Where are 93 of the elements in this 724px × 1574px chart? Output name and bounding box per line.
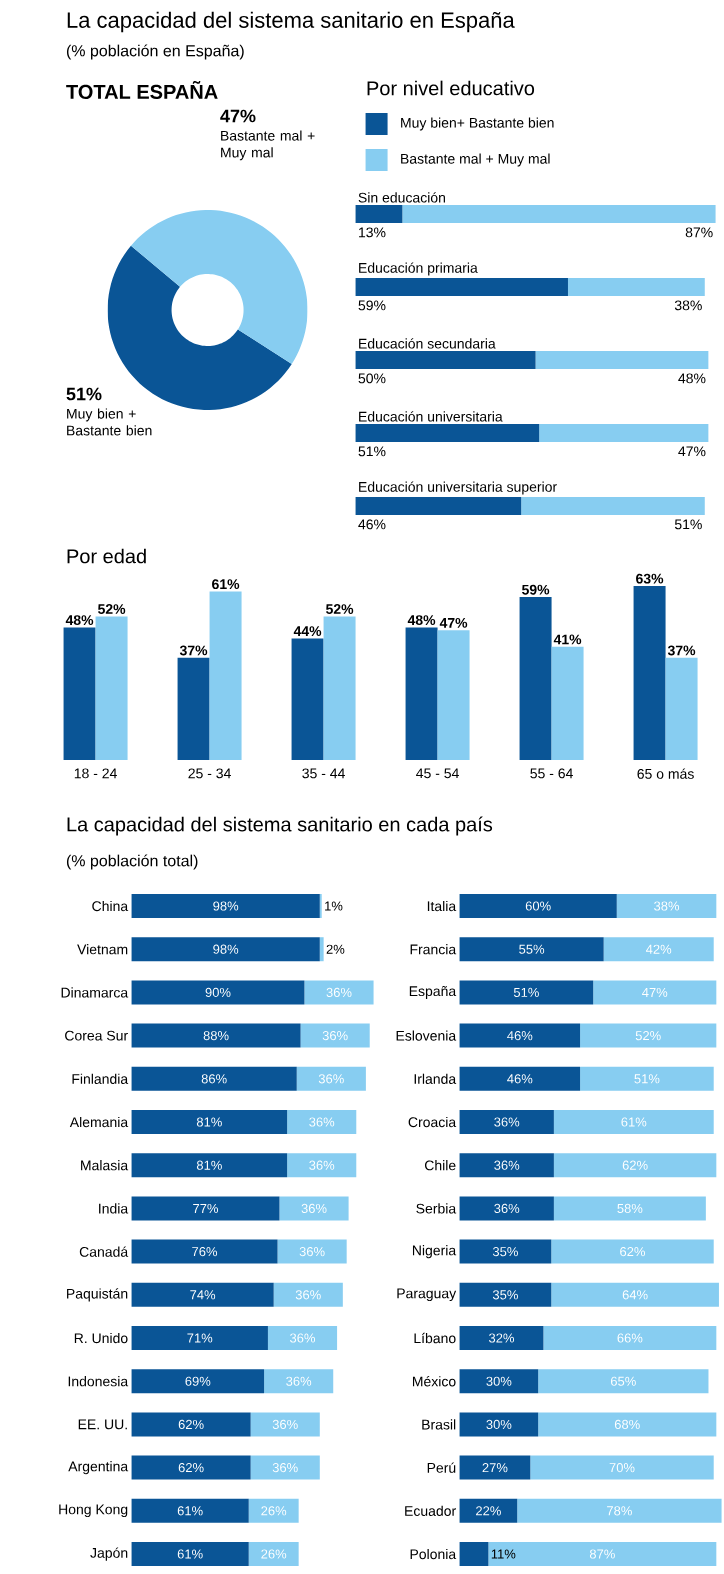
bar (355, 424, 540, 442)
bar (530, 1455, 714, 1480)
bar (459, 1498, 518, 1523)
bar (459, 1196, 555, 1221)
bar (248, 1542, 299, 1567)
bar (459, 1369, 539, 1394)
chart-subtitle: (% población en España) (67, 44, 244, 60)
bar (296, 1066, 367, 1091)
chart-subtitle: (% población total) (67, 854, 198, 870)
bar (459, 1542, 489, 1567)
bar (517, 1498, 722, 1523)
bar (63, 627, 96, 761)
chart-title: La capacidad del sistema sanitario en cada país (67, 816, 493, 836)
bar (177, 657, 210, 761)
bar (568, 278, 705, 296)
bar (131, 1196, 280, 1221)
chart-title: Por nivel educativo (367, 80, 535, 96)
bar (580, 1066, 714, 1091)
bar (250, 1455, 321, 1480)
bar (131, 1110, 288, 1135)
bar (131, 1282, 274, 1307)
bar (131, 937, 321, 962)
bar (521, 497, 705, 515)
bar (543, 1326, 717, 1351)
bar (131, 980, 305, 1005)
bar (279, 1196, 349, 1221)
text: TOTAL ESPAÑA (66, 80, 218, 99)
bar (131, 1455, 251, 1480)
bar (459, 980, 594, 1005)
bar (593, 980, 717, 1005)
bar (488, 1542, 717, 1567)
bar (459, 1455, 531, 1480)
bar (300, 1023, 370, 1048)
bar (459, 937, 604, 962)
bar (131, 1542, 249, 1567)
bar (459, 1066, 581, 1091)
bar (459, 1110, 555, 1135)
bar (633, 586, 666, 761)
chart-title: La capacidad del sistema sanitario en España (68, 11, 515, 33)
bar (355, 351, 536, 369)
bar (554, 1153, 717, 1178)
bar (287, 1110, 357, 1135)
bar (551, 646, 584, 761)
bar (616, 894, 717, 919)
bar (131, 1369, 265, 1394)
bar (538, 1412, 717, 1437)
bar (603, 937, 714, 962)
bar (264, 1369, 334, 1394)
bar (355, 205, 403, 224)
bar (209, 591, 242, 761)
bar (535, 351, 709, 369)
bar (665, 657, 698, 761)
bar (538, 1369, 709, 1394)
bar (95, 616, 128, 761)
bar (131, 1023, 301, 1048)
bar (554, 1196, 707, 1221)
bar (459, 1326, 544, 1351)
bar (355, 278, 569, 296)
bar (539, 424, 709, 442)
bar (287, 1153, 357, 1178)
bar (551, 1282, 720, 1307)
bar (459, 1412, 539, 1437)
bar (459, 1023, 581, 1048)
bar (459, 1282, 552, 1307)
bar (459, 1239, 552, 1264)
bar (131, 1412, 251, 1437)
bar (304, 980, 374, 1005)
bar (273, 1282, 344, 1307)
bar (291, 638, 324, 761)
bar (131, 894, 321, 919)
bar (459, 1153, 555, 1178)
bar (131, 1066, 297, 1091)
bar (250, 1412, 321, 1437)
chart-title: Por edad (67, 548, 147, 564)
data-label: 51% (66, 387, 102, 401)
bar (580, 1023, 717, 1048)
bar (402, 205, 716, 224)
bar (551, 1239, 714, 1264)
bar (355, 497, 522, 515)
bar (248, 1498, 299, 1523)
bar (405, 627, 438, 761)
bar (437, 630, 470, 761)
bar (131, 1239, 278, 1264)
bar (459, 894, 617, 919)
bar (131, 1153, 288, 1178)
bar (519, 597, 552, 761)
bar (131, 1498, 249, 1523)
bar (554, 1110, 714, 1135)
bar (131, 1326, 269, 1351)
bar (323, 616, 356, 761)
data-label: 47% (220, 109, 256, 123)
bar (277, 1239, 347, 1264)
bar (268, 1326, 338, 1351)
